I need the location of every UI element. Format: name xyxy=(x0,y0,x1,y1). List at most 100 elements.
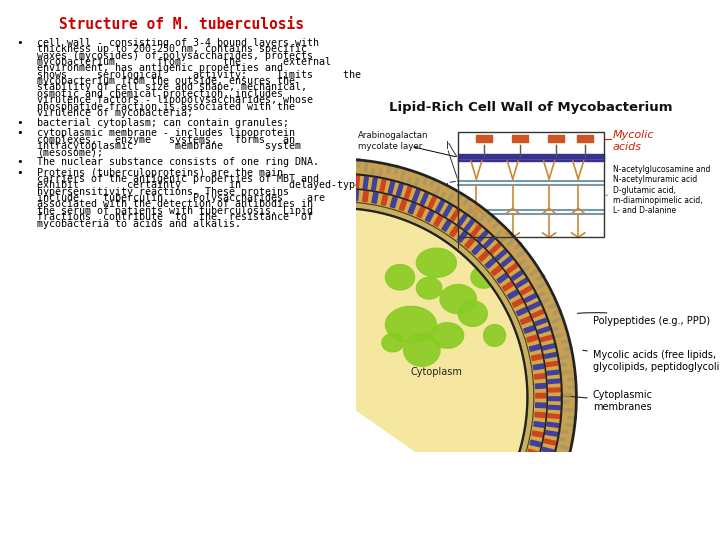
Text: osmotic and chemical protection, includes: osmotic and chemical protection, include… xyxy=(37,89,284,99)
Polygon shape xyxy=(338,175,341,187)
Polygon shape xyxy=(536,292,545,298)
Polygon shape xyxy=(518,259,526,266)
Text: intracytoplasmic       membrane       system: intracytoplasmic membrane system xyxy=(37,141,302,151)
Text: Cytoplasmic
membranes: Cytoplasmic membranes xyxy=(561,390,653,411)
Polygon shape xyxy=(448,193,454,201)
Text: the serum of patients with tuberculosis. Lipid: the serum of patients with tuberculosis.… xyxy=(37,206,313,216)
Polygon shape xyxy=(528,302,540,310)
Polygon shape xyxy=(379,169,382,178)
Polygon shape xyxy=(440,285,477,314)
Text: carriers of the antigenic properties of MBT and: carriers of the antigenic properties of … xyxy=(37,174,320,184)
Polygon shape xyxy=(363,191,369,202)
Text: phosphatide fraction is associated with the: phosphatide fraction is associated with … xyxy=(37,102,295,112)
Polygon shape xyxy=(512,299,523,307)
Polygon shape xyxy=(266,201,274,212)
Polygon shape xyxy=(436,200,444,212)
Polygon shape xyxy=(268,186,274,198)
Polygon shape xyxy=(382,334,404,352)
Polygon shape xyxy=(364,163,367,171)
Polygon shape xyxy=(515,242,522,249)
Polygon shape xyxy=(325,190,330,200)
Polygon shape xyxy=(346,176,351,187)
Text: virulence of mycobacteria;: virulence of mycobacteria; xyxy=(37,108,194,118)
Polygon shape xyxy=(327,161,329,169)
Polygon shape xyxy=(498,237,505,244)
Text: mycobacteria to acids and alkalis.: mycobacteria to acids and alkalis. xyxy=(37,219,241,228)
Polygon shape xyxy=(536,403,546,408)
Polygon shape xyxy=(397,184,403,196)
Text: Lipid-Rich Cell Wall of Mycobacterium: Lipid-Rich Cell Wall of Mycobacterium xyxy=(390,101,672,114)
Text: mycobacterium from the outside, ensures the: mycobacterium from the outside, ensures … xyxy=(37,76,295,86)
Polygon shape xyxy=(510,517,521,526)
Polygon shape xyxy=(433,215,443,226)
Polygon shape xyxy=(561,401,569,403)
Text: •: • xyxy=(16,167,23,178)
Polygon shape xyxy=(566,424,574,427)
Text: thickness up to 200-250 nm, contains specific: thickness up to 200-250 nm, contains spe… xyxy=(37,44,307,54)
Polygon shape xyxy=(508,290,518,299)
Polygon shape xyxy=(536,500,544,505)
Polygon shape xyxy=(276,198,283,209)
Polygon shape xyxy=(243,174,562,525)
Polygon shape xyxy=(506,264,518,273)
Text: bacterial cytoplasm; can contain granules;: bacterial cytoplasm; can contain granule… xyxy=(37,118,289,128)
Text: Cytoplasm: Cytoplasm xyxy=(411,367,463,377)
Polygon shape xyxy=(562,371,570,374)
Polygon shape xyxy=(513,484,525,493)
Polygon shape xyxy=(371,168,374,177)
Polygon shape xyxy=(320,176,325,187)
Text: complexes,   enzyme   systems,   forms   an: complexes, enzyme systems, forms an xyxy=(37,134,295,145)
Polygon shape xyxy=(450,226,459,237)
Polygon shape xyxy=(548,472,556,477)
Polygon shape xyxy=(543,495,552,500)
Text: •: • xyxy=(16,38,23,48)
Polygon shape xyxy=(546,430,557,436)
Polygon shape xyxy=(501,256,513,267)
Text: •: • xyxy=(16,118,23,128)
Polygon shape xyxy=(334,190,339,200)
Polygon shape xyxy=(564,409,572,411)
Polygon shape xyxy=(413,190,420,201)
Bar xyxy=(458,132,603,237)
Text: waxes (mycosides) of polysaccharides, protects: waxes (mycosides) of polysaccharides, pr… xyxy=(37,51,313,60)
Polygon shape xyxy=(536,274,544,280)
Polygon shape xyxy=(539,455,552,462)
Polygon shape xyxy=(546,361,558,367)
Polygon shape xyxy=(516,307,528,316)
Polygon shape xyxy=(319,159,322,167)
Polygon shape xyxy=(531,354,542,361)
Polygon shape xyxy=(388,181,395,194)
Text: (mesosome);: (mesosome); xyxy=(37,147,104,157)
Polygon shape xyxy=(372,178,377,190)
Polygon shape xyxy=(405,186,412,199)
Polygon shape xyxy=(350,161,352,170)
Polygon shape xyxy=(400,171,405,180)
Polygon shape xyxy=(557,437,565,441)
Polygon shape xyxy=(335,166,337,174)
Polygon shape xyxy=(503,282,513,291)
Polygon shape xyxy=(280,165,284,173)
Polygon shape xyxy=(524,294,536,302)
Polygon shape xyxy=(523,326,535,333)
Polygon shape xyxy=(568,416,576,419)
Polygon shape xyxy=(372,193,378,204)
Polygon shape xyxy=(546,422,559,427)
Polygon shape xyxy=(315,190,320,201)
Polygon shape xyxy=(274,171,279,179)
Polygon shape xyxy=(550,466,559,470)
Polygon shape xyxy=(258,208,527,505)
Polygon shape xyxy=(529,345,540,351)
Polygon shape xyxy=(305,192,311,202)
Polygon shape xyxy=(538,327,550,334)
Polygon shape xyxy=(400,200,407,211)
Polygon shape xyxy=(562,454,570,458)
Text: exhibit        certainty        in        delayed-type: exhibit certainty in delayed-type xyxy=(37,180,361,191)
Polygon shape xyxy=(548,414,559,418)
Polygon shape xyxy=(504,501,515,510)
Polygon shape xyxy=(549,303,557,308)
Polygon shape xyxy=(516,278,528,287)
Polygon shape xyxy=(457,193,463,201)
Polygon shape xyxy=(435,186,441,194)
Text: Arabinogalactan
mycolate layer: Arabinogalactan mycolate layer xyxy=(359,131,428,151)
Polygon shape xyxy=(550,327,559,332)
